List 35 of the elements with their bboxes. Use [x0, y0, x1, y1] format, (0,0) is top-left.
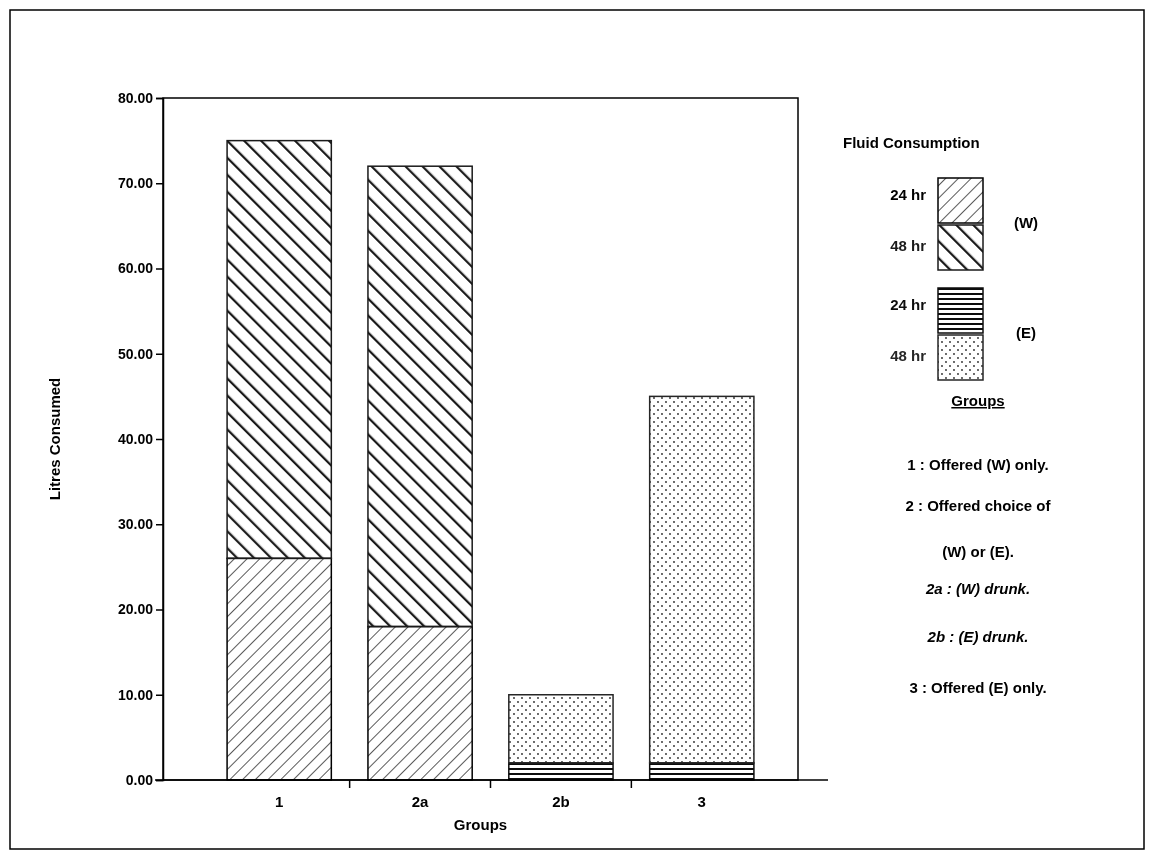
text: 48 hr	[890, 237, 927, 254]
text: Groups	[951, 392, 1005, 409]
y-tick-label: 60.00	[117, 260, 154, 277]
y-tick-label: 80.00	[117, 89, 154, 106]
bar	[226, 557, 333, 781]
text: (E)	[1016, 324, 1036, 341]
text: (W)	[1013, 214, 1039, 231]
text: 1 : Offered (W) only.	[907, 456, 1049, 473]
text: 2b : (E) drunk.	[926, 628, 1029, 645]
bar	[648, 395, 755, 764]
y-tick-label: 50.00	[117, 345, 154, 362]
x-tick-label: 2b	[552, 793, 570, 810]
bar	[508, 694, 614, 764]
y-tick-label: 70.00	[117, 175, 154, 192]
y-tick-label: 30.00	[117, 516, 154, 533]
x-tick-label: 2a	[411, 793, 430, 810]
text: 2 : Offered choice of	[905, 497, 1052, 514]
bar	[367, 625, 473, 781]
y-tick-label: 20.00	[117, 601, 154, 618]
x-axis-title: Groups	[453, 816, 508, 833]
text: 48 hr	[890, 347, 927, 364]
text: 3 : Offered (E) only.	[909, 679, 1047, 696]
text: 2a : (W) drunk.	[924, 580, 1031, 597]
y-axis-title: Litres Consumed	[46, 377, 63, 501]
y-tick-label: 40.00	[117, 430, 154, 447]
bar	[367, 165, 473, 628]
x-tick-label: 1	[275, 793, 284, 810]
text: 24 hr	[890, 186, 927, 203]
text: (W) or (E).	[942, 543, 1014, 560]
y-tick-label: 0.00	[125, 771, 154, 788]
text: 24 hr	[890, 296, 927, 313]
bar	[226, 139, 333, 560]
x-tick-label: 3	[697, 793, 706, 810]
legend-title: Fluid Consumption	[843, 134, 980, 151]
y-tick-label: 10.00	[117, 686, 154, 703]
